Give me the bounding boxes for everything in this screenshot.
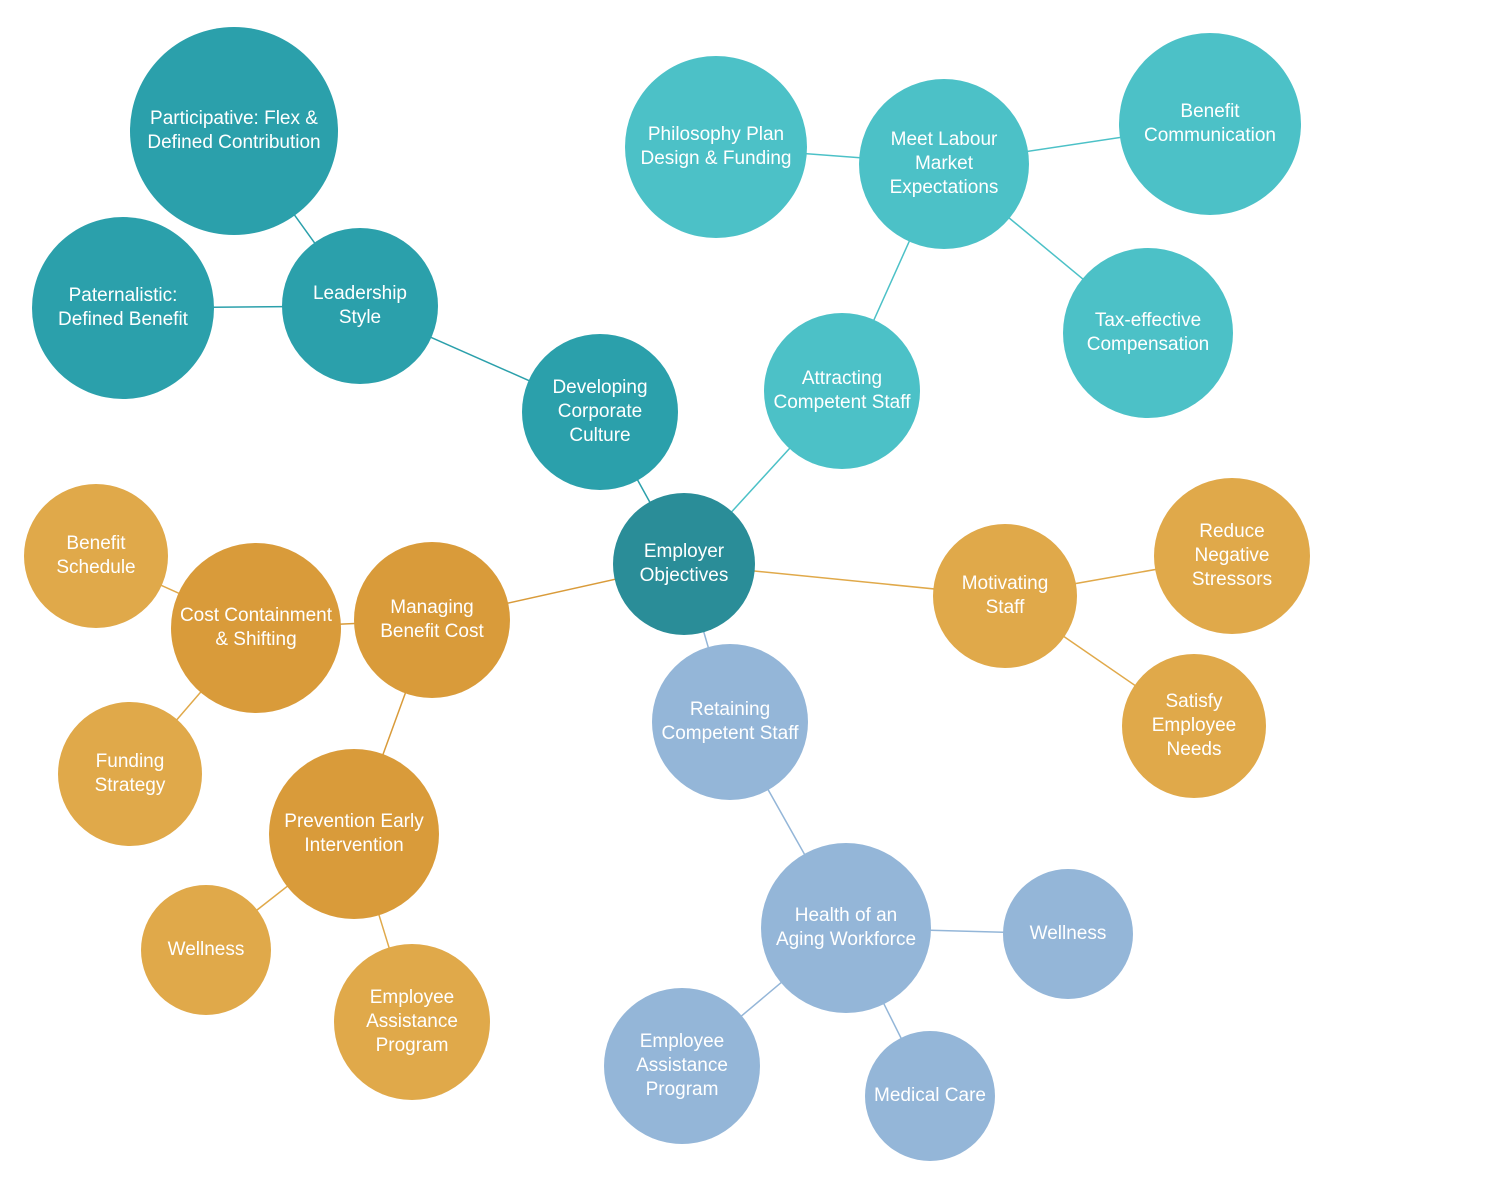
- node-eap2: Employee Assistance Program: [604, 988, 760, 1144]
- node-motivating: Motivating Staff: [933, 524, 1077, 668]
- node-funding: Funding Strategy: [58, 702, 202, 846]
- node-meetlabour: Meet Labour Market Expectations: [859, 79, 1029, 249]
- node-label: Attracting Competent Staff: [772, 367, 912, 415]
- node-label: Benefit Schedule: [32, 532, 160, 580]
- node-label: Tax-effective Compensation: [1071, 309, 1225, 357]
- node-devcorp: Developing Corporate Culture: [522, 334, 678, 490]
- node-label: Wellness: [168, 938, 245, 962]
- node-label: Philosophy Plan Design & Funding: [633, 123, 799, 171]
- node-label: Benefit Communication: [1127, 100, 1293, 148]
- node-participative: Participative: Flex & Defined Contributi…: [130, 27, 338, 235]
- node-label: Health of an Aging Workforce: [769, 904, 923, 952]
- node-taxeff: Tax-effective Compensation: [1063, 248, 1233, 418]
- node-leadstyle: Leadership Style: [282, 228, 438, 384]
- node-benefitsched: Benefit Schedule: [24, 484, 168, 628]
- node-label: Funding Strategy: [66, 750, 194, 798]
- node-retain: Retaining Competent Staff: [652, 644, 808, 800]
- node-paternal: Paternalistic: Defined Benefit: [32, 217, 214, 399]
- node-attract: Attracting Competent Staff: [764, 313, 920, 469]
- node-managebenefit: Managing Benefit Cost: [354, 542, 510, 698]
- node-label: Wellness: [1030, 922, 1107, 946]
- node-label: Employer Objectives: [621, 540, 747, 588]
- node-label: Paternalistic: Defined Benefit: [40, 284, 206, 332]
- mindmap-canvas: Employer Objectives Developing Corporate …: [0, 0, 1500, 1184]
- node-label: Retaining Competent Staff: [660, 698, 800, 746]
- node-prevention: Prevention Early Intervention: [269, 749, 439, 919]
- node-satisfy: Satisfy Employee Needs: [1122, 654, 1266, 798]
- node-label: Leadership Style: [290, 282, 430, 330]
- node-label: Motivating Staff: [941, 572, 1069, 620]
- node-label: Reduce Negative Stressors: [1162, 520, 1302, 591]
- node-label: Cost Containment & Shifting: [179, 604, 333, 652]
- node-label: Prevention Early Intervention: [277, 810, 431, 858]
- node-costcontain: Cost Containment & Shifting: [171, 543, 341, 713]
- node-label: Medical Care: [874, 1084, 986, 1108]
- node-wellness2: Wellness: [1003, 869, 1133, 999]
- node-label: Managing Benefit Cost: [362, 596, 502, 644]
- node-label: Satisfy Employee Needs: [1130, 690, 1258, 761]
- node-label: Employee Assistance Program: [342, 986, 482, 1057]
- node-label: Meet Labour Market Expectations: [867, 128, 1021, 199]
- node-eap1: Employee Assistance Program: [334, 944, 490, 1100]
- node-wellness1: Wellness: [141, 885, 271, 1015]
- node-healthaging: Health of an Aging Workforce: [761, 843, 931, 1013]
- node-label: Participative: Flex & Defined Contributi…: [138, 107, 330, 155]
- node-label: Developing Corporate Culture: [530, 376, 670, 447]
- node-benefitcomm: Benefit Communication: [1119, 33, 1301, 215]
- node-philosophy: Philosophy Plan Design & Funding: [625, 56, 807, 238]
- node-medical: Medical Care: [865, 1031, 995, 1161]
- node-label: Employee Assistance Program: [612, 1030, 752, 1101]
- node-reduceneg: Reduce Negative Stressors: [1154, 478, 1310, 634]
- node-employer: Employer Objectives: [613, 493, 755, 635]
